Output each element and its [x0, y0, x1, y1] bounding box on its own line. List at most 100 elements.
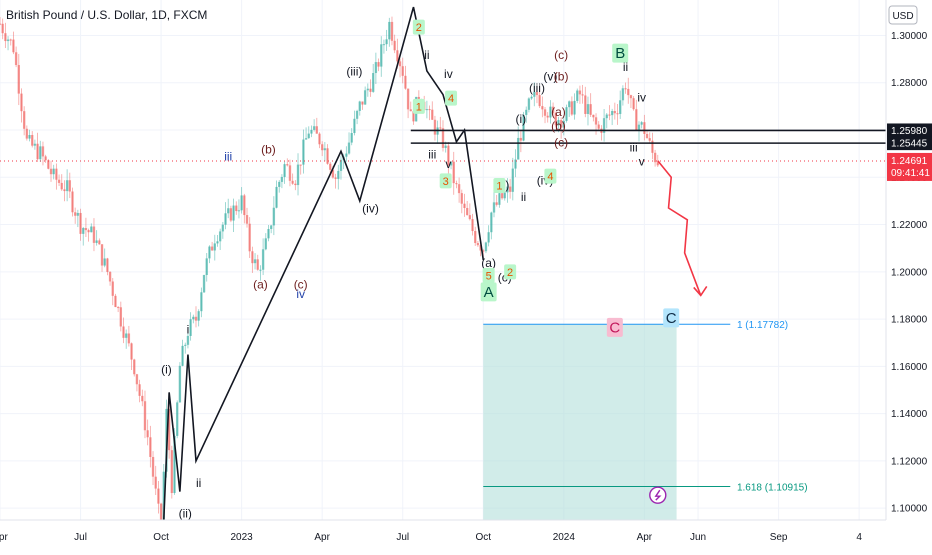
candle-body: [149, 437, 152, 457]
candle-body: [90, 226, 93, 233]
candle-body: [264, 238, 267, 250]
candle-body: [240, 195, 243, 211]
candle-body: [259, 269, 262, 271]
wave-label: ii: [196, 476, 201, 490]
price-tick-label: 1.10000: [891, 504, 928, 515]
candle-body: [151, 456, 155, 477]
candle-body: [178, 365, 182, 403]
candle-body: [192, 316, 195, 320]
candle-body: [275, 186, 278, 208]
currency-button[interactable]: [888, 5, 918, 25]
candle-body: [589, 104, 592, 115]
candle-body: [449, 161, 453, 166]
candle-body: [525, 109, 528, 115]
price-axis[interactable]: USD 1.300001.280001.260001.240001.220001…: [885, 0, 932, 520]
chart-title: British Pound / U.S. Dollar, 1D, FXCM: [6, 8, 207, 22]
horizontal-levels: 1 (1.17782) 1.618 (1.10915): [0, 129, 886, 494]
candle-body: [286, 164, 289, 166]
candle-body: [9, 39, 12, 41]
wave-badge: [544, 168, 557, 184]
candle-body: [640, 122, 643, 125]
wave-label: (c): [294, 277, 308, 291]
candle-body: [221, 224, 225, 232]
candle-body: [291, 180, 294, 184]
candle-body: [159, 503, 163, 533]
candle-body: [106, 258, 109, 272]
candle-body: [350, 133, 353, 143]
fib-level-label: 1 (1.17782): [737, 320, 788, 331]
candle-body: [63, 189, 66, 192]
candle-body: [299, 164, 302, 166]
candle-body: [288, 165, 292, 181]
candle-body: [363, 90, 367, 105]
wave-badge: [504, 264, 517, 280]
candle-body: [41, 146, 45, 157]
candle-body: [167, 408, 171, 451]
candle-body: [310, 129, 313, 134]
candle-body: [541, 106, 544, 110]
price-tick-label: 1.30000: [891, 31, 928, 42]
candle-body: [20, 93, 23, 112]
wave-label: (a): [481, 256, 496, 270]
candle-body: [116, 307, 120, 309]
wave-label: ii: [623, 60, 628, 74]
candle-body: [624, 88, 627, 90]
time-axis[interactable]: Apr Jul Oct 2023 Apr Jul Oct 2024 Apr Jun Sep 4: [0, 519, 932, 550]
price-tick-label: 1.18000: [891, 315, 928, 326]
candle-body: [98, 240, 101, 245]
candle-body: [557, 120, 560, 126]
candle-body: [463, 203, 466, 208]
candle-body: [592, 114, 595, 118]
candle-body: [562, 120, 566, 128]
candle-body: [586, 104, 590, 114]
candle-body: [269, 225, 273, 230]
candle-body: [371, 73, 375, 92]
price-tick-label: 1.20000: [891, 267, 928, 278]
candle-body: [320, 144, 324, 151]
candle-body: [584, 95, 587, 114]
candle-body: [441, 128, 445, 148]
candle-body: [176, 402, 179, 436]
level-price-label: 1.25445: [891, 139, 928, 150]
candle-body: [200, 292, 203, 312]
wave-badge: [412, 19, 425, 35]
candle-body: [527, 98, 531, 110]
candle-body: [55, 168, 58, 180]
candle-body: [135, 374, 139, 385]
candle-body: [396, 50, 399, 62]
time-tick-label: Jun: [690, 532, 706, 543]
fib-level-label: 1.618 (1.10915): [737, 483, 808, 494]
candle-body: [307, 133, 310, 139]
candle-body: [549, 106, 552, 118]
candle-body: [44, 156, 47, 161]
wave-label: (b): [554, 69, 569, 83]
candle-body: [656, 162, 659, 166]
candle-body: [17, 65, 20, 94]
candle-body: [194, 316, 198, 321]
candle-body: [296, 164, 300, 186]
candle-body: [468, 215, 472, 220]
price-axis-background: [886, 0, 932, 520]
candle-body: [272, 207, 276, 226]
candle-body: [632, 98, 635, 110]
candle-body: [267, 229, 270, 239]
candle-body: [460, 193, 463, 204]
wave-label: iv: [296, 287, 305, 301]
wave-badge-label: 2: [507, 267, 513, 279]
candle-body: [173, 435, 176, 494]
candle-body: [36, 143, 39, 160]
price-series: [0, 16, 659, 545]
candle-body: [6, 39, 10, 42]
wave-path: [162, 6, 485, 521]
candle-body: [361, 101, 364, 105]
target-zone: [483, 324, 677, 520]
candle-body: [479, 245, 482, 251]
candle-body: [73, 212, 77, 216]
wave-badge: [480, 282, 497, 302]
candle-body: [235, 205, 238, 212]
candle-body: [428, 109, 431, 111]
projection-path: [657, 160, 702, 296]
candle-body: [181, 345, 184, 366]
